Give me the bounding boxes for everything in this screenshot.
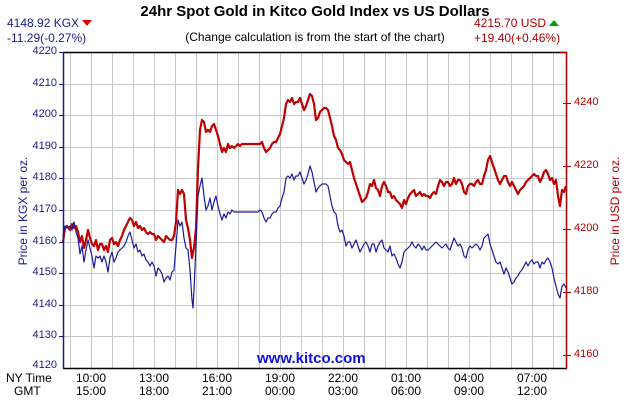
x-tick-gmt: 18:00 <box>138 384 170 398</box>
left-tick-label: 4130 <box>32 329 57 341</box>
ny-time-label: NY Time <box>6 371 52 385</box>
chart-subtitle: (Change calculation is from the start of… <box>185 30 445 44</box>
left-tick-label: 4170 <box>32 203 57 215</box>
x-tick-gmt: 03:00 <box>327 384 359 398</box>
x-tick-ny: 04:00 <box>453 371 485 385</box>
left-tick-label: 4220 <box>32 45 57 57</box>
left-tick-label: 4190 <box>32 140 57 152</box>
left-tick-label: 4160 <box>32 235 57 247</box>
kgx-price: 4148.92 KGX <box>7 16 93 30</box>
x-tick-ny: 19:00 <box>264 371 296 385</box>
x-tick-gmt: 06:00 <box>390 384 422 398</box>
right-tick-label: 4160 <box>574 348 599 360</box>
left-tick-label: 4210 <box>32 77 57 89</box>
left-tick-label: 4120 <box>32 359 57 371</box>
horizontal-gridlines <box>63 84 567 337</box>
x-tick-gmt: 21:00 <box>201 384 233 398</box>
left-tick-label: 4140 <box>32 298 57 310</box>
kgx-change: -11.29(-0.27%) <box>7 31 87 45</box>
x-tick-ny: 10:00 <box>75 371 107 385</box>
right-axis-ticks <box>563 103 571 356</box>
left-axis-label: Price in KGX per oz. <box>16 156 30 266</box>
x-tick-ny: 07:00 <box>516 371 548 385</box>
right-axis-label: Price in USD per oz. <box>608 156 622 266</box>
kgx-series-line <box>62 165 567 309</box>
left-tick-label: 4180 <box>32 171 57 183</box>
kgx-price-value: 4148.92 KGX <box>7 16 80 30</box>
up-arrow-icon <box>549 20 560 26</box>
usd-price-value: 4215.70 USD <box>474 16 547 30</box>
x-tick-ny: 01:00 <box>390 371 422 385</box>
right-tick-label: 4220 <box>574 159 599 171</box>
x-tick-ny: 22:00 <box>327 371 359 385</box>
right-tick-label: 4200 <box>574 222 599 234</box>
x-tick-gmt: 15:00 <box>75 384 107 398</box>
x-tick-gmt: 12:00 <box>516 384 548 398</box>
chart-title: 24hr Spot Gold in Kitco Gold Index vs US… <box>140 3 490 20</box>
gmt-label: GMT <box>14 384 41 398</box>
usd-price: 4215.70 USD <box>474 16 560 30</box>
x-tick-ny: 13:00 <box>138 371 170 385</box>
right-tick-label: 4240 <box>574 96 599 108</box>
kitco-watermark-link[interactable]: www.kitco.com <box>257 350 366 367</box>
left-tick-label: 4200 <box>32 108 57 120</box>
right-tick-label: 4180 <box>574 285 599 297</box>
left-axis-ticks <box>59 52 63 337</box>
x-tick-ny: 16:00 <box>201 371 233 385</box>
x-tick-gmt: 00:00 <box>264 384 296 398</box>
down-arrow-icon <box>82 20 93 26</box>
usd-series-line <box>61 92 568 260</box>
usd-change: +19.40(+0.46%) <box>474 31 561 45</box>
left-tick-label: 4150 <box>32 266 57 278</box>
x-tick-gmt: 09:00 <box>453 384 485 398</box>
